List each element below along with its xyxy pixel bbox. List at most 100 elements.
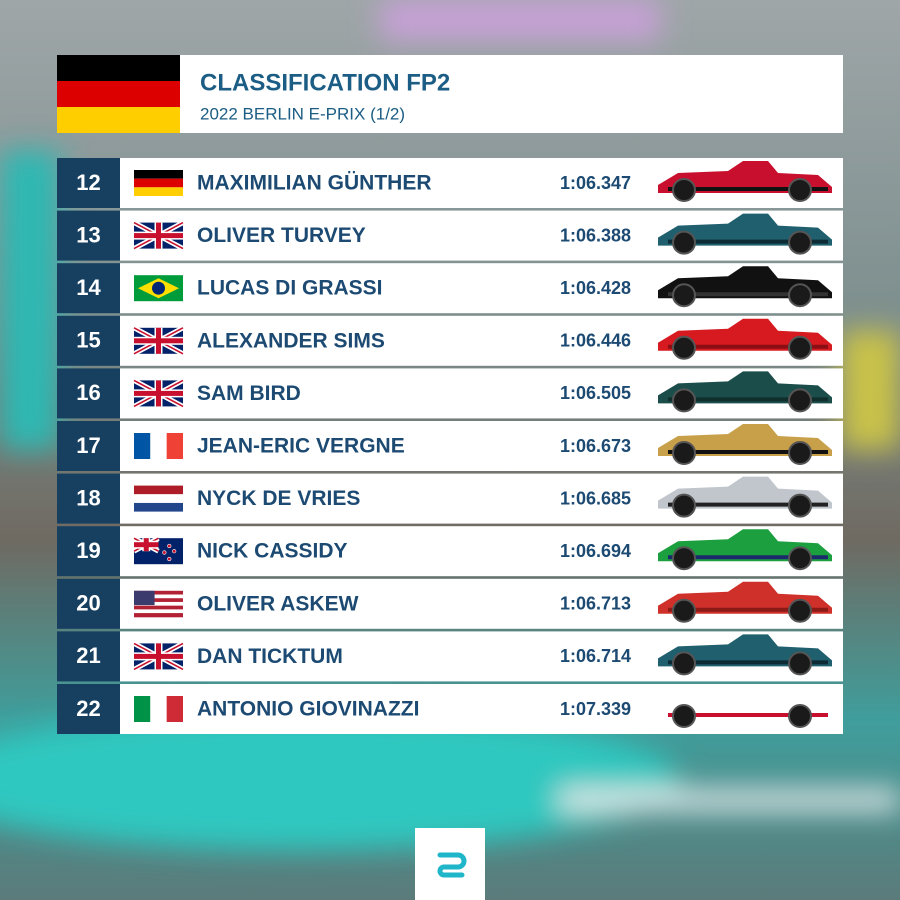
header-flag xyxy=(57,81,180,107)
row: 14 LUCAS DI GRASSI 1:06.428 xyxy=(57,263,843,314)
row: 22 ANTONIO GIOVINAZZI 1:07.339 xyxy=(57,684,843,734)
car-wheel xyxy=(788,388,812,413)
car-wheel xyxy=(672,493,696,518)
rows: 12 MAXIMILIAN GÜNTHER 1:06.347 13 OLIVER TUR… xyxy=(57,158,843,734)
driver-name: OLIVER TURVEY xyxy=(197,224,366,247)
driver-name: ALEXANDER SIMS xyxy=(197,329,385,352)
car-body xyxy=(658,266,832,299)
lap-time: 1:07.339 xyxy=(560,699,631,719)
driver-name: NICK CASSIDY xyxy=(197,540,348,563)
position-box xyxy=(57,263,120,314)
flag-part xyxy=(134,338,183,344)
flag-part xyxy=(134,605,183,610)
lap-time: 1:06.713 xyxy=(560,594,631,614)
car-body xyxy=(658,634,832,667)
position-box xyxy=(57,368,120,419)
position: 15 xyxy=(76,328,100,353)
row: 13 OLIVER TURVEY 1:06.388 xyxy=(57,210,843,261)
lap-time: 1:06.446 xyxy=(560,331,631,351)
car-wheel xyxy=(672,230,696,255)
lap-time: 1:06.673 xyxy=(560,436,631,456)
header-flag xyxy=(57,107,180,133)
subtitle: 2022 BERLIN E-PRIX (1/2) xyxy=(200,104,405,123)
row: 12 MAXIMILIAN GÜNTHER 1:06.347 xyxy=(57,158,843,208)
row: 17 JEAN-ERIC VERGNE 1:06.673 xyxy=(57,421,843,471)
car-wheel xyxy=(672,598,696,623)
position-box xyxy=(57,158,120,208)
car-wheel xyxy=(672,178,696,202)
position-box xyxy=(57,684,120,734)
lap-time: 1:06.428 xyxy=(560,278,631,298)
car-wheel xyxy=(788,598,812,623)
flag-part xyxy=(134,590,155,606)
flag-part xyxy=(134,433,151,459)
driver-name: SAM BIRD xyxy=(197,382,301,405)
flag-part xyxy=(134,178,183,188)
flag-part xyxy=(134,598,183,603)
logo-box xyxy=(415,828,485,900)
lap-time: 1:06.388 xyxy=(560,225,631,245)
car-wheel xyxy=(788,230,812,255)
row: 16 SAM BIRD 1:06.505 xyxy=(57,368,843,419)
car-body xyxy=(658,687,832,719)
lap-time: 1:06.694 xyxy=(560,541,631,561)
driver-name: JEAN-ERIC VERGNE xyxy=(197,435,405,458)
car-wheel xyxy=(788,283,812,308)
title: CLASSIFICATION FP2 xyxy=(200,69,450,96)
position-box xyxy=(57,210,120,261)
flag-part xyxy=(134,485,183,495)
car-wheel xyxy=(788,546,812,571)
flag-part xyxy=(167,543,172,549)
lap-time: 1:06.685 xyxy=(560,488,631,508)
flag-part xyxy=(167,556,172,562)
lap-time: 1:06.714 xyxy=(560,646,631,666)
position: 16 xyxy=(76,380,100,405)
driver-name: OLIVER ASKEW xyxy=(197,592,359,615)
row: 20 OLIVER ASKEW 1:06.713 xyxy=(57,578,843,629)
position-box xyxy=(57,578,120,629)
flag-part xyxy=(134,696,151,722)
position: 21 xyxy=(76,643,100,668)
car-wheel xyxy=(788,178,812,202)
background-blur xyxy=(0,0,900,850)
flag-part xyxy=(134,187,183,196)
logo xyxy=(437,852,467,878)
car-body xyxy=(658,161,832,193)
position: 12 xyxy=(76,170,100,195)
car-wheel xyxy=(788,704,812,728)
position: 13 xyxy=(76,222,100,247)
flag-part xyxy=(134,542,159,548)
row: 18 NYCK DE VRIES 1:06.685 xyxy=(57,473,843,524)
flag-part xyxy=(134,601,183,607)
position: 20 xyxy=(76,591,100,616)
car-wheel xyxy=(672,283,696,308)
car-wheel xyxy=(788,335,812,360)
position: 14 xyxy=(76,275,101,300)
position: 19 xyxy=(76,538,100,563)
row: 15 ALEXANDER SIMS 1:06.446 xyxy=(57,315,843,366)
position: 22 xyxy=(76,696,100,721)
lap-time: 1:06.347 xyxy=(560,173,631,193)
position-box xyxy=(57,631,120,682)
driver-name: LUCAS DI GRASSI xyxy=(197,277,383,300)
flag-part xyxy=(134,233,183,239)
car-wheel xyxy=(788,441,812,465)
car-body xyxy=(658,213,832,246)
flag-part xyxy=(150,433,167,459)
car-wheel xyxy=(788,651,812,676)
car-body xyxy=(658,424,832,456)
flag-part xyxy=(134,594,183,599)
car-wheel xyxy=(672,704,696,728)
header-flag xyxy=(57,55,180,81)
car-wheel xyxy=(672,335,696,360)
flag-part xyxy=(134,613,183,618)
lap-time: 1:06.505 xyxy=(560,383,631,403)
driver-name: ANTONIO GIOVINAZZI xyxy=(197,698,419,721)
flag-part xyxy=(166,433,183,459)
flag-part xyxy=(134,502,183,512)
flag-part xyxy=(162,550,167,555)
driver-name: DAN TICKTUM xyxy=(197,645,343,668)
car-body xyxy=(658,371,832,404)
position-box xyxy=(57,421,120,471)
